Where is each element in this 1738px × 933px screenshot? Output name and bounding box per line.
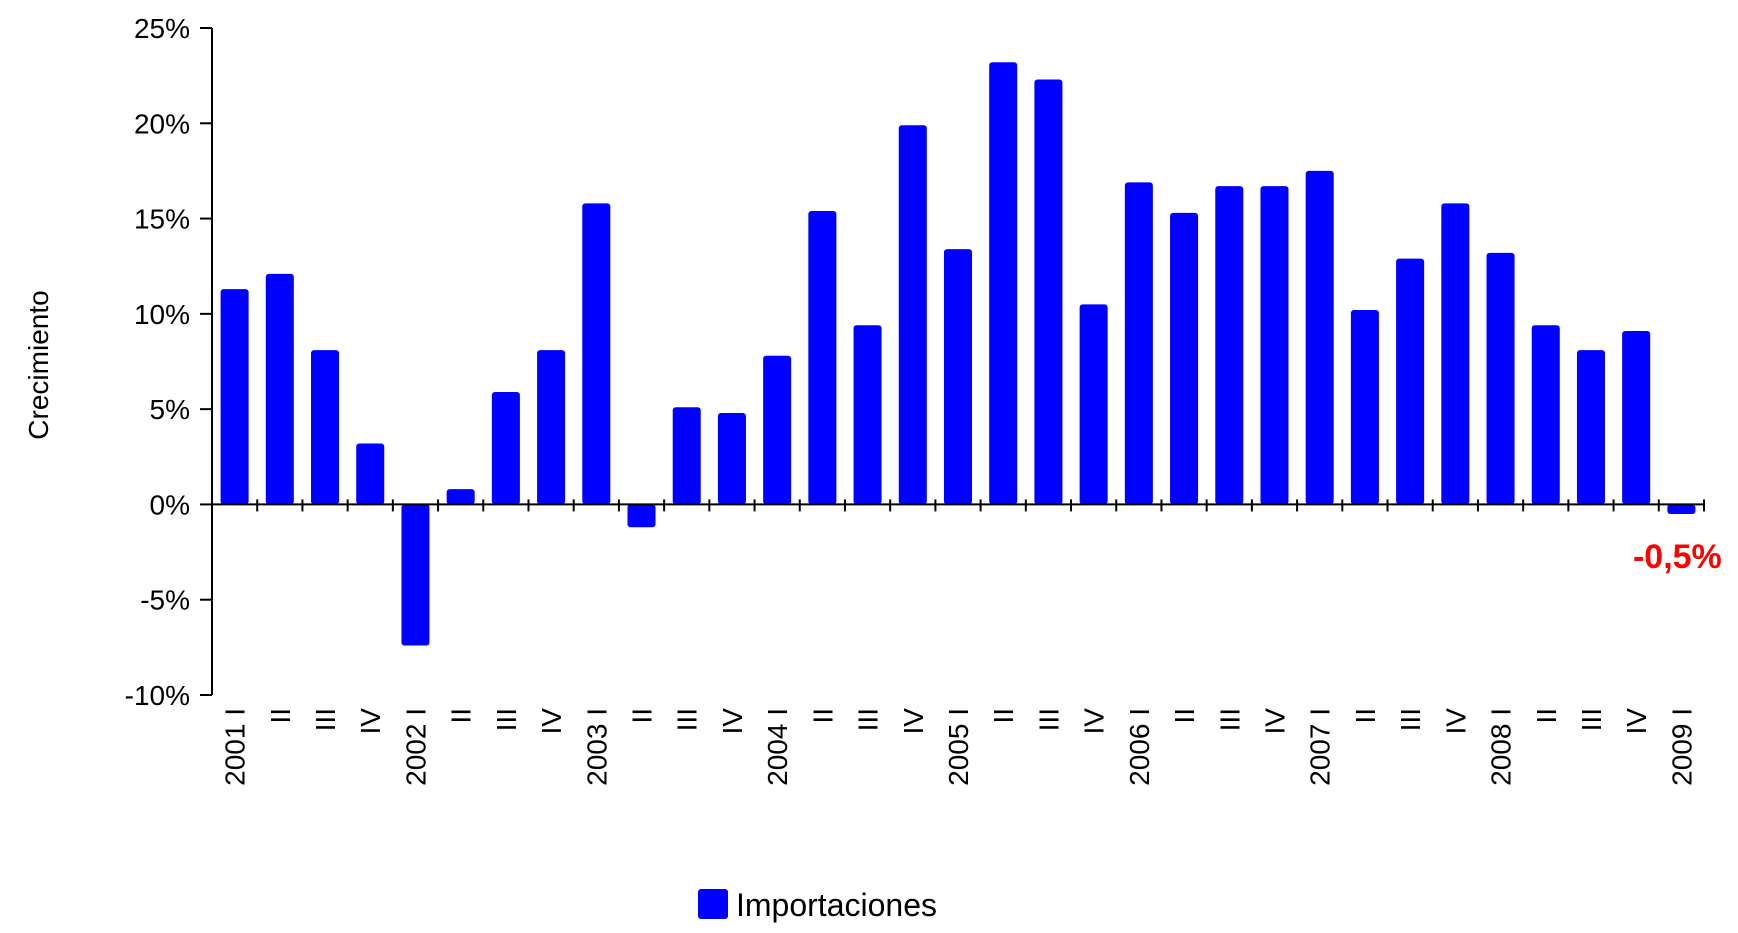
bar (1034, 79, 1063, 505)
x-tick-label: III (1576, 708, 1607, 731)
bar (1396, 258, 1425, 505)
bar (356, 443, 385, 505)
x-tick-label: 2002 I (400, 708, 431, 786)
y-axis: 25% 20% 15% 10% 5% 0% -5% -10% (125, 13, 213, 711)
y-tick-label: 25% (134, 13, 190, 44)
bar (1531, 325, 1560, 505)
x-tick-label: III (1033, 708, 1064, 731)
bar (1079, 304, 1108, 505)
x-tick-label: III (310, 708, 341, 731)
x-tick-label: IV (355, 708, 386, 735)
bar (1667, 504, 1696, 514)
bar (898, 125, 927, 505)
y-tick-label: 10% (134, 299, 190, 330)
x-tick-label: III (672, 708, 703, 731)
x-tick-label: 2009 I (1666, 708, 1697, 786)
bar (537, 350, 566, 505)
bar (1576, 350, 1605, 505)
bar (446, 489, 475, 505)
bar (265, 273, 294, 505)
y-tick-label: 0% (150, 489, 190, 520)
x-tick-label: II (265, 708, 296, 724)
x-tick-label: II (1531, 708, 1562, 724)
y-tick-label: 15% (134, 204, 190, 235)
x-tick-label: II (1350, 708, 1381, 724)
x-tick-label: 2004 I (762, 708, 793, 786)
bar (582, 203, 611, 505)
y-tick-label: 5% (150, 394, 190, 425)
annotations: -0,5% (1633, 538, 1722, 576)
bar (401, 504, 430, 646)
bars (220, 62, 1696, 646)
bar (1350, 310, 1379, 505)
x-tick-label: IV (536, 708, 567, 735)
x-tick-label: II (446, 708, 477, 724)
x-tick-label: IV (1621, 708, 1652, 735)
x-tick-label: 2003 I (581, 708, 612, 786)
bar (1305, 170, 1334, 505)
x-tick-label: 2008 I (1486, 708, 1517, 786)
annotation-label: -0,5% (1633, 538, 1722, 576)
bar (1486, 252, 1515, 505)
x-tick-label: II (988, 708, 1019, 724)
bar (627, 504, 656, 528)
x-tick-label: II (1169, 708, 1200, 724)
y-axis-title: Crecimiento (23, 290, 54, 439)
legend-label: Importaciones (736, 887, 937, 923)
bar (1260, 186, 1289, 505)
y-tick-label: 20% (134, 108, 190, 139)
bar (672, 407, 701, 505)
x-tick-label: IV (1440, 708, 1471, 735)
x-tick-label: 2005 I (943, 708, 974, 786)
x-tick-label: II (627, 708, 658, 724)
x-tick-label: III (491, 708, 522, 731)
bar (220, 289, 249, 505)
bar (943, 249, 973, 505)
x-axis: 2001 I II III IV 2002 I II III IV 2003 I II III IV 2… (211, 499, 1705, 786)
bar (491, 391, 520, 505)
y-tick-label: -10% (125, 680, 190, 711)
y-tick-label: -5% (140, 585, 190, 616)
x-tick-label: 2007 I (1305, 708, 1336, 786)
bar (1124, 182, 1153, 505)
x-tick-label: IV (1079, 708, 1110, 735)
bar (717, 412, 746, 505)
legend: Importaciones (698, 887, 937, 923)
bar (1170, 212, 1199, 505)
bar (1215, 186, 1244, 505)
bar (989, 62, 1018, 505)
x-tick-label: III (853, 708, 884, 731)
bar (808, 210, 837, 505)
x-tick-label: III (1395, 708, 1426, 731)
x-tick-label: 2001 I (220, 708, 251, 786)
legend-swatch (698, 889, 728, 919)
bar (763, 355, 792, 505)
x-tick-label: IV (717, 708, 748, 735)
x-tick-label: II (807, 708, 838, 724)
bar (853, 325, 882, 505)
x-tick-label: IV (898, 708, 929, 735)
bar (1441, 203, 1470, 505)
bar (311, 350, 340, 505)
x-tick-label: III (1214, 708, 1245, 731)
x-tick-label: IV (1259, 708, 1290, 735)
x-tick-label: 2006 I (1124, 708, 1155, 786)
bar (1622, 331, 1651, 505)
